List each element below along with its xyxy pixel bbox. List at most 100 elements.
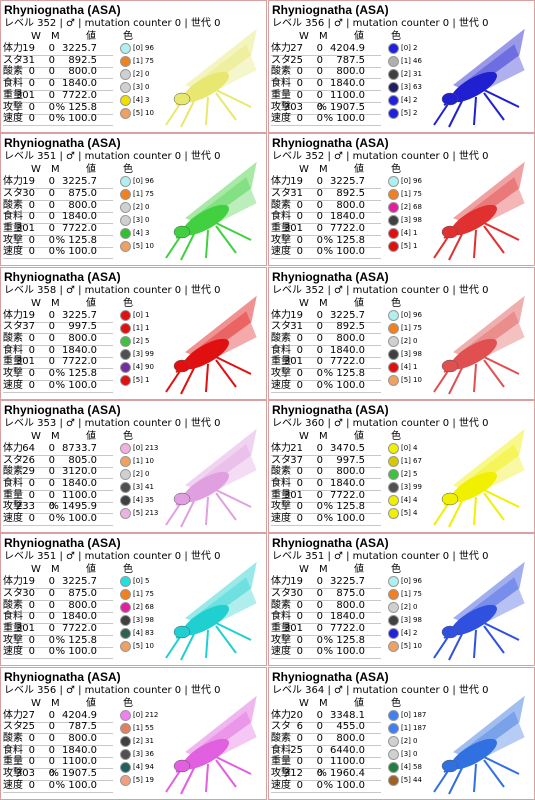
stat-value: 1100.0 — [62, 489, 97, 501]
color-id: 44 — [413, 775, 422, 784]
stat-value: 800.0 — [68, 199, 97, 211]
color-id: 4 — [413, 508, 418, 517]
column-header: W — [31, 430, 41, 442]
stat-m: 0 — [48, 223, 55, 235]
stat-m: 0 — [48, 634, 55, 646]
creature-card: Rhyniognatha (ASA) レベル 356 | ♂ | mutation… — [268, 0, 535, 133]
color-slot: [3] — [401, 83, 411, 91]
color-slot: [0] — [133, 577, 143, 586]
color-swatch — [120, 481, 131, 493]
color-id: 5 — [413, 469, 418, 478]
creature-title: Rhyniognatha (ASA) — [272, 669, 389, 684]
creature-title: Rhyniognatha (ASA) — [4, 269, 121, 284]
stat-m: 0 — [316, 721, 323, 733]
stat-value: 7722.0 — [330, 223, 365, 235]
stat-m: 0 — [48, 454, 55, 466]
stat-row: 体力 21 0 3470.5 — [271, 443, 381, 456]
stat-w: 0 — [296, 779, 303, 791]
color-id: 10 — [413, 375, 422, 384]
column-header: M — [51, 31, 60, 42]
stat-row: 重量 301 0 7722.0 — [271, 357, 381, 370]
color-id: 3 — [145, 96, 150, 104]
color-slot: [3] — [133, 216, 143, 225]
creature-title: Rhyniognatha (ASA) — [272, 136, 389, 151]
stat-m: 0 — [316, 768, 323, 779]
stat-row: 食料 0 0 1840.0 — [271, 79, 381, 92]
stat-row: 重量 301 0 7722.0 — [3, 223, 113, 237]
column-header: W — [31, 564, 41, 576]
stat-name: 攻撃 — [3, 368, 23, 380]
stat-w: 0 — [28, 646, 35, 658]
stat-row: 食料 0 0 1840.0 — [3, 744, 113, 758]
stat-value: 455.0 — [336, 721, 365, 733]
stat-name: 攻撃 — [271, 234, 291, 246]
color-slot: [5] — [133, 242, 143, 251]
column-header: 値 — [86, 430, 96, 442]
stat-w: 0 — [296, 246, 303, 258]
stat-w: 0 — [296, 113, 303, 125]
color-swatch — [388, 82, 399, 93]
color-swatch — [388, 348, 399, 360]
level-line: レベル 353 | ♂ | mutation counter 0 | 世代 0 — [4, 417, 221, 429]
color-swatch — [120, 468, 131, 480]
stat-m: 0 — [48, 513, 55, 525]
creature-title: Rhyniognatha (ASA) — [272, 3, 389, 17]
color-swatch — [388, 241, 399, 253]
stat-row: スタ 6 0 455.0 — [271, 721, 381, 735]
stat-name: 食料 — [3, 211, 23, 223]
stat-m: 0 — [316, 54, 323, 66]
color-swatch — [120, 455, 131, 467]
color-id: 35 — [145, 495, 154, 504]
color-swatch — [120, 507, 131, 519]
color-swatch — [388, 615, 399, 627]
stat-w: 0 — [296, 234, 303, 246]
stat-w: 0 — [28, 78, 35, 90]
stat-name: 速度 — [3, 779, 23, 791]
stat-row: 重量 301 0 7722.0 — [271, 623, 381, 636]
stat-name: 重量 — [271, 756, 291, 768]
color-slot: [1] — [401, 57, 411, 65]
stat-m: 0 — [316, 321, 323, 333]
stat-w: 0 — [28, 489, 35, 501]
stat-name: 速度 — [3, 513, 23, 525]
stat-value: 100.0 % — [323, 513, 365, 525]
color-swatch — [120, 709, 131, 721]
stat-w: 0 — [28, 101, 35, 113]
creature-card: Rhyniognatha (ASA) レベル 353 | ♂ | mutation… — [0, 399, 267, 533]
color-id: 187 — [413, 710, 427, 719]
stat-name: 酸素 — [271, 732, 291, 744]
stat-value: 1840.0 — [62, 744, 97, 756]
stat-name: 速度 — [271, 779, 291, 791]
stat-w: 0 — [296, 89, 303, 101]
color-slot: [2] — [133, 70, 143, 78]
stat-name: スタ — [3, 454, 23, 466]
column-header: W — [31, 297, 41, 309]
stat-row: スタ 25 0 787.5 — [3, 722, 113, 735]
column-header: 色 — [123, 430, 133, 442]
stat-name: 重量 — [271, 489, 291, 501]
color-swatch — [120, 189, 131, 201]
column-header: W — [299, 430, 309, 442]
stat-w: 29 — [22, 466, 35, 478]
level-line: レベル 358 | ♂ | mutation counter 0 | 世代 0 — [4, 284, 221, 296]
stat-m: 0 — [48, 622, 55, 634]
color-slot: [3] — [401, 616, 411, 625]
stat-name: 食料 — [3, 477, 23, 489]
stat-name: 体力 — [3, 309, 23, 321]
stat-value: 1840.0 — [62, 477, 97, 489]
column-header: 色 — [391, 31, 401, 42]
stat-name: 酸素 — [3, 199, 23, 211]
color-swatch — [120, 748, 131, 760]
stat-name: 酸素 — [271, 66, 291, 78]
stat-row: 攻撃 233 0 1495.9 % — [3, 502, 113, 515]
stat-row: 重量 301 0 7722.0 — [3, 90, 113, 103]
stat-w: 31 — [290, 187, 303, 199]
stat-row: 重量 301 0 7722.0 — [3, 622, 113, 636]
color-slot: [5] — [401, 508, 411, 517]
creature-image — [433, 695, 525, 794]
stat-name: スタ — [271, 721, 291, 733]
stat-name: 速度 — [3, 246, 23, 258]
stat-m: 0 — [48, 646, 55, 658]
stat-m: 0 — [48, 489, 55, 501]
column-header: M — [319, 430, 328, 442]
